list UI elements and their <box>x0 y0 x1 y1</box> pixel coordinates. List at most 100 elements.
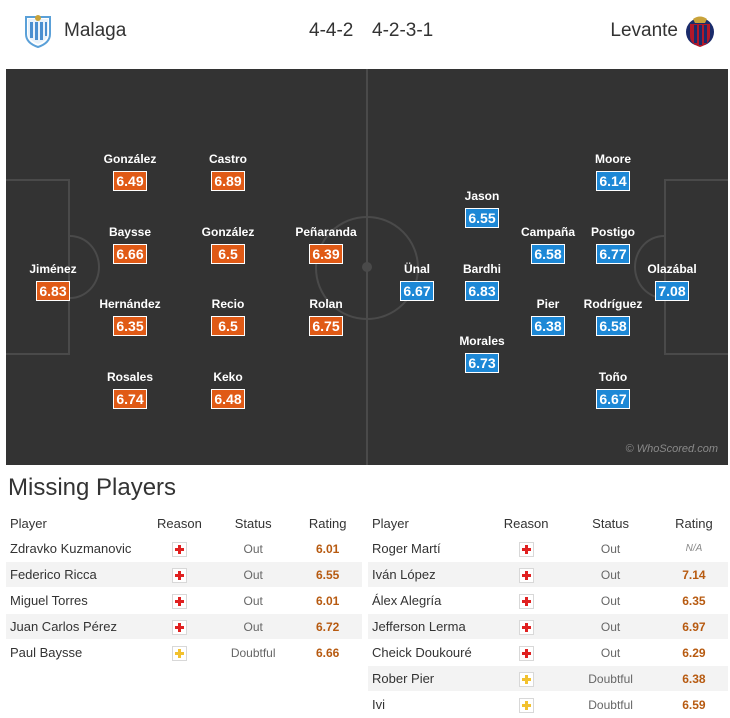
home-player[interactable]: Jiménez 6.83 <box>13 262 93 301</box>
away-player[interactable]: Postigo 6.77 <box>573 225 653 264</box>
home-formation: 4-4-2 <box>309 20 354 41</box>
missing-player-name[interactable]: Juan Carlos Pérez <box>6 613 146 640</box>
missing-player-name[interactable]: Ivi <box>368 691 491 718</box>
missing-player-row[interactable]: Federico Ricca Out 6.55 <box>6 561 362 588</box>
away-team-name[interactable]: Levante <box>610 20 678 41</box>
missing-player-status: Out <box>561 639 660 666</box>
missing-player-row[interactable]: Rober Pier Doubtful 6.38 <box>368 665 728 692</box>
player-rating: 6.83 <box>465 281 499 301</box>
column-header-rating: Rating <box>308 515 347 531</box>
pitch: Jiménez 6.83 González 6.49 Baysse 6.66 H… <box>6 69 728 465</box>
player-name: Jiménez <box>29 262 77 276</box>
away-player[interactable]: Toño 6.67 <box>573 370 653 409</box>
reason-cell <box>145 561 213 588</box>
doubtful-icon[interactable] <box>518 697 534 713</box>
player-rating: 6.35 <box>113 316 147 336</box>
injury-icon[interactable] <box>171 567 187 583</box>
injury-icon[interactable] <box>171 593 187 609</box>
missing-player-name[interactable]: Cheick Doukouré <box>368 639 491 666</box>
home-player[interactable]: Rolan 6.75 <box>286 297 366 336</box>
missing-player-status: Doubtful <box>212 639 294 666</box>
missing-player-row[interactable]: Zdravko Kuzmanovic Out 6.01 <box>6 536 362 562</box>
missing-player-row[interactable]: Roger Martí Out N/A <box>368 536 728 562</box>
missing-player-row[interactable]: Jefferson Lerma Out 6.97 <box>368 613 728 640</box>
player-name: Postigo <box>591 225 635 239</box>
injury-icon[interactable] <box>518 541 534 557</box>
missing-player-row[interactable]: Paul Baysse Doubtful 6.66 <box>6 639 362 666</box>
away-player[interactable]: Jason 6.55 <box>442 189 522 228</box>
injury-icon[interactable] <box>518 567 534 583</box>
doubtful-icon[interactable] <box>518 671 534 687</box>
home-player[interactable]: Hernández 6.35 <box>90 297 170 336</box>
injury-icon[interactable] <box>518 619 534 635</box>
missing-player-name[interactable]: Álex Alegría <box>368 587 491 614</box>
player-name: González <box>103 152 157 166</box>
player-name: Toño <box>598 370 628 384</box>
home-player[interactable]: González 6.49 <box>90 152 170 191</box>
home-player[interactable]: Castro 6.89 <box>188 152 268 191</box>
away-player[interactable]: Olazábal 7.08 <box>632 262 712 301</box>
player-rating: 6.49 <box>113 171 147 191</box>
player-name: Rosales <box>106 370 154 384</box>
away-player[interactable]: Moore 6.14 <box>573 152 653 191</box>
injury-icon[interactable] <box>518 645 534 661</box>
missing-player-name[interactable]: Jefferson Lerma <box>368 613 491 640</box>
center-spot <box>362 262 372 272</box>
reason-cell <box>490 536 562 562</box>
missing-player-status: Out <box>212 587 294 614</box>
home-player[interactable]: González 6.5 <box>188 225 268 264</box>
injury-icon[interactable] <box>518 593 534 609</box>
away-formation: 4-2-3-1 <box>372 20 434 41</box>
away-player[interactable]: Pier 6.38 <box>508 297 588 336</box>
home-player[interactable]: Rosales 6.74 <box>90 370 170 409</box>
reason-cell <box>490 587 562 614</box>
missing-player-name[interactable]: Iván López <box>368 561 491 588</box>
away-player[interactable]: Campaña 6.58 <box>508 225 588 264</box>
player-rating: 6.77 <box>596 244 630 264</box>
missing-player-name[interactable]: Paul Baysse <box>6 639 146 666</box>
missing-player-rating: 6.38 <box>659 665 728 692</box>
player-rating: 6.67 <box>596 389 630 409</box>
reason-cell <box>490 561 562 588</box>
player-rating: 6.5 <box>211 244 245 264</box>
home-player[interactable]: Keko 6.48 <box>188 370 268 409</box>
injury-icon[interactable] <box>171 619 187 635</box>
missing-player-name[interactable]: Rober Pier <box>368 665 491 692</box>
player-rating: 6.83 <box>36 281 70 301</box>
doubtful-icon[interactable] <box>171 645 187 661</box>
home-team-name[interactable]: Malaga <box>64 20 127 41</box>
center-circle <box>315 216 419 320</box>
away-player[interactable]: Morales 6.73 <box>442 334 522 373</box>
missing-player-status: Out <box>212 536 294 562</box>
player-name: Rolan <box>309 297 343 311</box>
missing-player-row[interactable]: Álex Alegría Out 6.35 <box>368 587 728 614</box>
missing-player-name[interactable]: Zdravko Kuzmanovic <box>6 536 146 562</box>
missing-player-name[interactable]: Federico Ricca <box>6 561 146 588</box>
away-missing-table: Player Reason Status Rating Roger Martí O… <box>368 510 728 718</box>
missing-player-row[interactable]: Juan Carlos Pérez Out 6.72 <box>6 613 362 640</box>
home-player[interactable]: Baysse 6.66 <box>90 225 170 264</box>
missing-player-row[interactable]: Cheick Doukouré Out 6.29 <box>368 639 728 666</box>
levante-crest-icon[interactable] <box>684 14 716 48</box>
missing-player-row[interactable]: Iván López Out 7.14 <box>368 561 728 588</box>
missing-player-row[interactable]: Miguel Torres Out 6.01 <box>6 587 362 614</box>
home-player[interactable]: Recio 6.5 <box>188 297 268 336</box>
missing-player-name[interactable]: Miguel Torres <box>6 587 146 614</box>
missing-player-rating: 6.72 <box>293 613 362 640</box>
column-header-player: Player <box>10 515 47 531</box>
reason-cell <box>145 536 213 562</box>
player-rating: 6.67 <box>400 281 434 301</box>
column-header-rating: Rating <box>675 515 713 531</box>
player-name: Castro <box>208 152 247 166</box>
away-player[interactable]: Bardhi 6.83 <box>442 262 522 301</box>
missing-player-row[interactable]: Ivi Doubtful 6.59 <box>368 691 728 718</box>
home-player[interactable]: Peñaranda 6.39 <box>286 225 366 264</box>
malaga-crest-icon[interactable] <box>22 14 54 48</box>
injury-icon[interactable] <box>171 541 187 557</box>
away-player[interactable]: Rodríguez 6.58 <box>573 297 653 336</box>
missing-player-name[interactable]: Roger Martí <box>368 536 491 562</box>
player-name: González <box>201 225 255 239</box>
reason-cell <box>490 665 562 692</box>
player-rating: 6.75 <box>309 316 343 336</box>
away-player[interactable]: Ünal 6.67 <box>377 262 457 301</box>
